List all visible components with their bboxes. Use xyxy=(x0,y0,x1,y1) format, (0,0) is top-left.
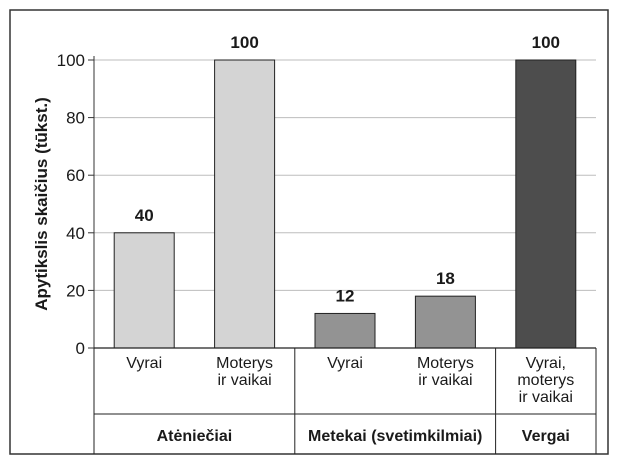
category-label: Vyrai, xyxy=(526,355,566,372)
category-label: ir vaikai xyxy=(217,372,271,389)
data-label: 100 xyxy=(532,33,560,52)
bar xyxy=(113,232,175,349)
bar xyxy=(414,295,476,349)
y-tick-label: 60 xyxy=(66,166,85,185)
bar xyxy=(314,312,376,349)
category-label: moterys xyxy=(517,372,574,389)
category-label: Moterys xyxy=(216,355,273,372)
y-tick-label: 100 xyxy=(57,51,85,70)
y-tick-label: 20 xyxy=(66,281,85,300)
category-label: Vyrai xyxy=(126,355,162,372)
y-axis-label: Apytikslis skaičius (tūkst.) xyxy=(32,97,51,311)
data-label: 40 xyxy=(135,206,154,225)
y-tick-label: 80 xyxy=(66,109,85,128)
data-label: 100 xyxy=(230,33,258,52)
group-label: Metekai (svetimkilmiai) xyxy=(308,428,482,445)
chart-frame xyxy=(9,9,609,455)
data-label: 12 xyxy=(336,286,355,305)
category-label: ir vaikai xyxy=(418,372,472,389)
category-label: Moterys xyxy=(417,355,474,372)
y-axis-ticks: 0 20 40 60 80 100 xyxy=(57,51,95,358)
category-label: Vyrai xyxy=(327,355,363,372)
y-tick-label: 40 xyxy=(66,224,85,243)
data-labels: 40 100 12 18 100 xyxy=(135,33,560,305)
y-tick-label: 0 xyxy=(76,339,85,358)
category-label: ir vaikai xyxy=(519,389,573,406)
group-label: Vergai xyxy=(522,428,570,445)
bar xyxy=(214,59,276,349)
group-label: Atėniečiai xyxy=(157,428,233,445)
bar xyxy=(515,59,577,349)
data-label: 18 xyxy=(436,269,455,288)
